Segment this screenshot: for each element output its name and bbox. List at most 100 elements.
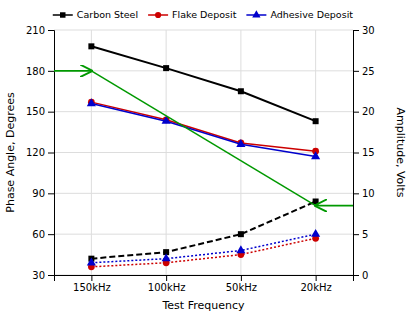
tick-mark — [353, 112, 359, 113]
tick: 20kHz — [300, 275, 331, 293]
grid-line — [240, 30, 241, 275]
tick-mark — [353, 30, 359, 31]
y2-axis-title: Amplitude, Volts — [394, 108, 407, 198]
tick: 20 — [353, 106, 375, 117]
tick-mark — [353, 234, 359, 235]
legend-label: Adhesive Deposit — [270, 9, 353, 20]
tick-label: 90 — [32, 188, 45, 199]
tick-label: 100kHz — [148, 282, 186, 293]
tick-label: 30 — [32, 270, 45, 281]
series-line — [91, 238, 315, 267]
tick: 25 — [353, 66, 375, 77]
tick-mark — [353, 153, 359, 154]
point — [311, 151, 320, 159]
tick-label: 15 — [362, 147, 375, 158]
tick-mark — [48, 234, 54, 235]
tick: 15 — [353, 147, 375, 158]
x-axis: 150kHz 100kHz 50kHz 20kHz — [55, 275, 354, 293]
legend-label: Carbon Steel — [77, 9, 138, 20]
tick-mark — [241, 275, 242, 281]
tick-label: 180 — [26, 66, 45, 77]
point — [311, 229, 320, 237]
grid — [54, 30, 353, 275]
legend-marker — [252, 10, 260, 17]
legend-marker — [155, 12, 161, 18]
arrow — [54, 70, 91, 72]
tick: 60 — [32, 229, 54, 240]
tick-mark — [48, 153, 54, 154]
legend-item: Adhesive Deposit — [246, 9, 353, 20]
tick: 0 — [353, 270, 368, 281]
grid-line — [54, 111, 353, 112]
tick: 90 — [32, 188, 54, 199]
y-axis: 30 60 90 120 150 180 210 — [26, 25, 55, 281]
tick-label: 20kHz — [300, 282, 331, 293]
tick-mark — [353, 71, 359, 72]
series-line — [91, 104, 315, 157]
legend: Carbon Steel Flake Deposit Adhesive Deposi… — [53, 9, 354, 20]
tick-label: 120 — [26, 147, 45, 158]
series-line — [91, 234, 315, 263]
tick: 150 — [26, 106, 54, 117]
tick: 150kHz — [73, 275, 111, 293]
point — [87, 98, 96, 106]
tick-label: 25 — [362, 66, 375, 77]
point — [238, 88, 244, 94]
grid-line — [54, 30, 353, 31]
chart: 150kHz100kHz50kHz20kHz306090120150180210… — [0, 0, 407, 315]
connector-line — [91, 71, 315, 206]
legend-item: Flake Deposit — [148, 9, 237, 20]
point — [238, 231, 244, 237]
series-line — [91, 102, 315, 151]
tick-label: 60 — [32, 229, 45, 240]
tick-label: 150 — [26, 106, 45, 117]
tick-mark — [48, 112, 54, 113]
axis-line — [354, 31, 360, 276]
tick-mark — [353, 193, 359, 194]
tick: 100kHz — [148, 275, 186, 293]
series-line — [91, 202, 315, 259]
tick-mark — [48, 193, 54, 194]
series-group — [54, 43, 353, 270]
tick: 30 — [32, 270, 54, 281]
axis-line — [55, 276, 354, 282]
tick-label: 50kHz — [226, 282, 257, 293]
tick-label: 10 — [362, 188, 375, 199]
grid-line — [54, 234, 353, 235]
point — [88, 43, 94, 49]
grid-line — [54, 70, 353, 71]
legend-label: Flake Deposit — [172, 9, 237, 20]
tick: 10 — [353, 188, 375, 199]
y2-axis: 0 5 10 15 20 25 30 — [353, 25, 375, 281]
tick-mark — [48, 275, 54, 276]
point — [313, 118, 319, 124]
plot-area: 150kHz100kHz50kHz20kHz306090120150180210… — [26, 25, 375, 293]
tick-label: 150kHz — [73, 282, 111, 293]
x-axis-title: Test Frequency — [162, 299, 245, 312]
tick-label: 20 — [362, 106, 375, 117]
tick: 180 — [26, 66, 54, 77]
point — [163, 65, 169, 71]
tick: 5 — [353, 229, 368, 240]
tick-mark — [91, 275, 92, 281]
grid-line — [54, 193, 353, 194]
axis-line — [48, 31, 55, 276]
tick: 210 — [26, 25, 54, 36]
point — [236, 139, 245, 147]
tick: 50kHz — [226, 275, 257, 293]
point — [162, 253, 171, 261]
tick: 120 — [26, 147, 54, 158]
tick: 30 — [353, 25, 375, 36]
legend-item: Carbon Steel — [53, 9, 138, 20]
legend-marker — [60, 12, 65, 17]
tick-mark — [48, 30, 54, 31]
tick-mark — [48, 71, 54, 72]
point — [236, 245, 245, 253]
grid-line — [91, 30, 92, 275]
tick-label: 30 — [362, 25, 375, 36]
tick-label: 210 — [26, 25, 45, 36]
tick-label: 5 — [362, 229, 368, 240]
tick-label: 0 — [362, 270, 368, 281]
tick-mark — [353, 275, 359, 276]
tick-mark — [166, 275, 167, 281]
